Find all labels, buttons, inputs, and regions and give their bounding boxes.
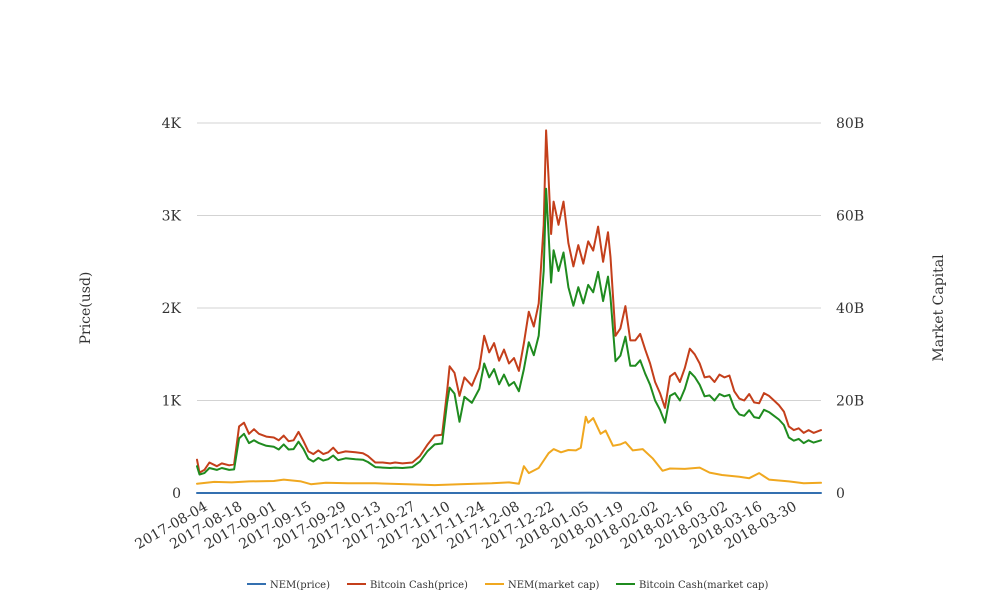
legend-label-bitcoin-cash-market-cap: Bitcoin Cash(market cap)	[639, 580, 768, 591]
y-left-tick-label: 2K	[162, 301, 182, 317]
series-lines	[196, 129, 822, 494]
legend-label-nem-market-cap: NEM(market cap)	[508, 580, 600, 591]
left-y-axis: 0 1K 2K 3K 4K	[162, 116, 182, 502]
y-left-tick-label: 0	[172, 486, 181, 502]
y-left-tick-label: 3K	[162, 209, 182, 225]
y-left-axis-title: Price(usd)	[78, 272, 94, 345]
y-right-axis-title: Market Capital	[931, 254, 947, 362]
y-right-tick-label: 0	[836, 486, 845, 502]
series-line-bitcoin-cash-price	[196, 129, 822, 474]
y-right-tick-label: 40B	[836, 301, 864, 317]
legend-label-bitcoin-cash-price: Bitcoin Cash(price)	[370, 580, 468, 591]
right-y-axis: 0 20B 40B 60B 80B	[836, 116, 864, 502]
legend: NEM(price) Bitcoin Cash(price) NEM(market …	[247, 580, 768, 591]
series-line-bitcoin-cash-market-cap	[196, 187, 822, 476]
y-right-tick-label: 80B	[836, 116, 864, 132]
series-line-nem-market-cap	[196, 415, 822, 487]
y-left-tick-label: 4K	[162, 116, 182, 132]
x-axis: 2017-08-042017-08-182017-09-012017-09-15…	[133, 499, 800, 553]
y-right-tick-label: 60B	[836, 209, 864, 225]
y-left-tick-label: 1K	[162, 394, 182, 410]
legend-label-nem-price: NEM(price)	[270, 580, 330, 591]
gridlines	[197, 122, 821, 494]
y-right-tick-label: 20B	[836, 394, 864, 410]
